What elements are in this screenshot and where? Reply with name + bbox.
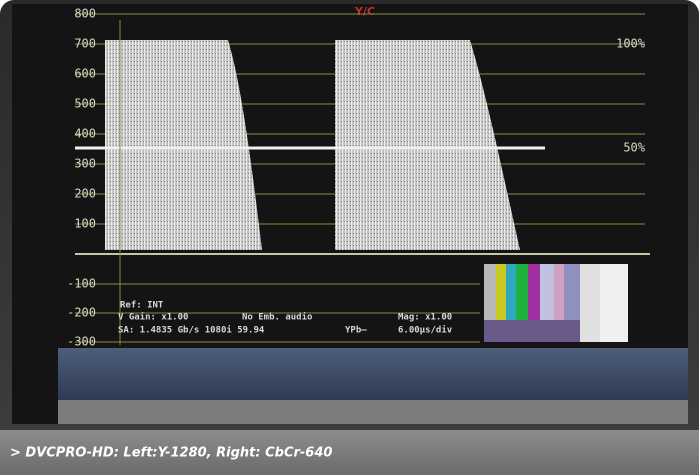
percent-label: 50% <box>623 141 645 155</box>
scale-label: -200 <box>67 306 96 320</box>
info-text: 6.00µs/div <box>398 325 453 336</box>
info-text: V Gain: x1.00 <box>118 312 188 323</box>
percent-label: 100% <box>616 37 646 51</box>
scale-label: 400 <box>74 127 96 141</box>
info-text: Ref: INT <box>120 301 164 311</box>
caption: > DVCPRO-HD: Left:Y-1280, Right: CbCr-64… <box>10 446 332 461</box>
scale-label: 800 <box>74 7 96 21</box>
scale-label: -100 <box>67 277 96 291</box>
scale-label: 700 <box>74 37 96 51</box>
info-text: No Emb. audio <box>242 312 312 323</box>
scale-label: 600 <box>74 67 96 81</box>
info-text: YPb– <box>345 326 367 336</box>
scale-label: 100 <box>74 217 96 231</box>
menu-bar <box>58 348 688 400</box>
scale-label: 200 <box>74 187 96 201</box>
mode-label: Y/C <box>354 5 375 18</box>
scale-label: 500 <box>74 97 96 111</box>
menu-footer <box>58 400 688 424</box>
info-text: SA: 1.4835 Gb/s 1080i 59.94 <box>118 325 265 336</box>
scale-label: -300 <box>67 335 96 349</box>
thumbnail <box>484 264 628 342</box>
info-text: Mag: x1.00 <box>398 313 452 323</box>
waveform-monitor: WaveformMenuParadeOverlayYPbPrFilter:Fla… <box>0 0 699 475</box>
scale-label: 300 <box>74 157 96 171</box>
